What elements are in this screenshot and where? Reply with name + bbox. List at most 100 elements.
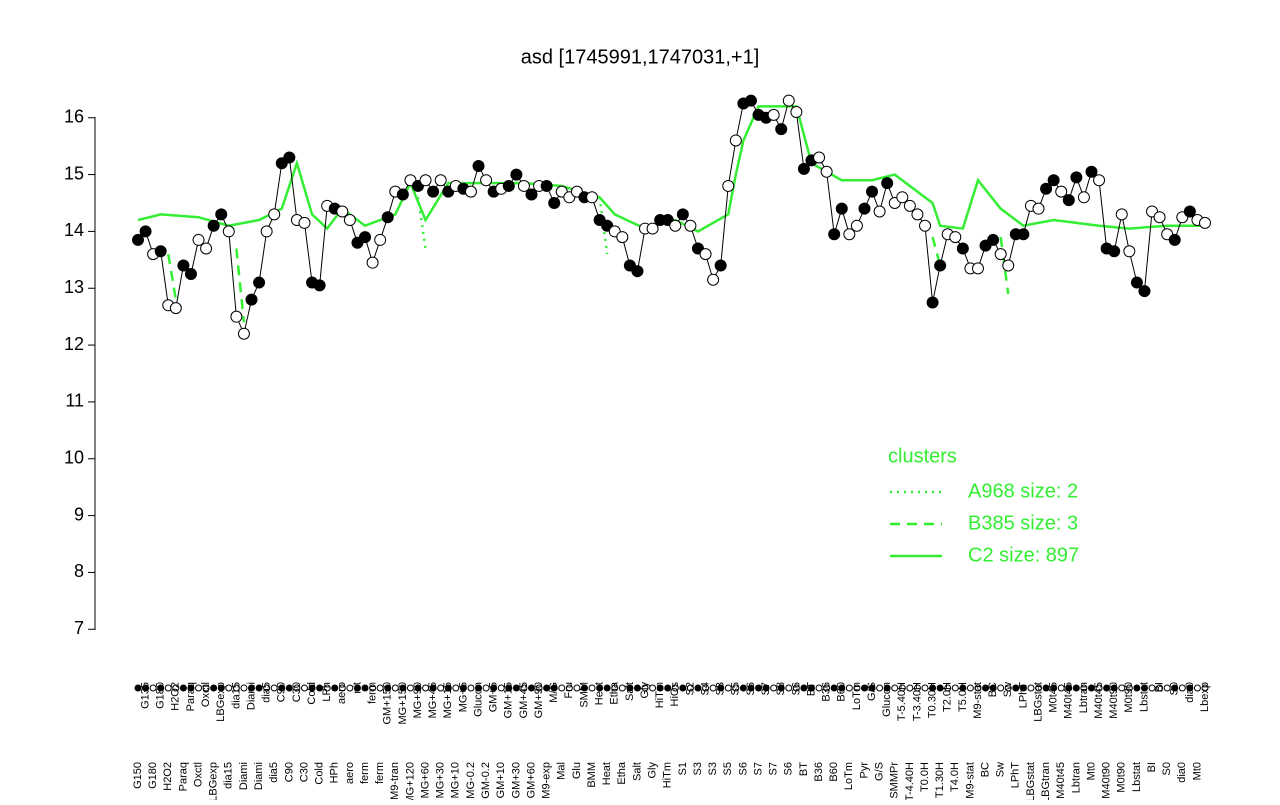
- x-tick: [641, 684, 649, 692]
- x-tick-label: MG+150: [397, 682, 409, 725]
- data-point: [1130, 276, 1143, 289]
- x-tick-label: BI: [1154, 682, 1166, 692]
- data-point: [714, 259, 727, 272]
- data-point: [313, 279, 326, 292]
- x-tick: [694, 684, 702, 692]
- x-tick: [1087, 684, 1095, 692]
- chart-title: asd [1745991,1747031,+1]: [521, 46, 760, 68]
- x-tick: [1140, 684, 1148, 692]
- legend-label: C2 size: 897: [968, 544, 1079, 566]
- x-tick: [1042, 684, 1050, 692]
- x-tick: [308, 684, 316, 692]
- x-tick-label: T2.0H: [942, 682, 954, 712]
- x-tick-label: M9-stat: [972, 682, 984, 719]
- data-point: [419, 174, 432, 187]
- x-tick-label: nit: [351, 682, 363, 694]
- x-tick-label: MG+5: [457, 682, 469, 712]
- x-tick: [944, 684, 952, 692]
- x-tick: [217, 684, 225, 692]
- x-tick: [1103, 684, 1111, 692]
- x-tick-label: S8: [775, 682, 787, 695]
- x-tick-label: B36: [821, 682, 833, 702]
- x-tick: [649, 684, 657, 692]
- data-point: [767, 108, 780, 121]
- x-tick: [830, 684, 838, 692]
- x-tick: [732, 684, 740, 692]
- x-tick-label: Mt0: [1085, 762, 1097, 780]
- x-tick: [807, 684, 815, 692]
- data-point: [994, 248, 1007, 261]
- x-tick: [444, 684, 452, 692]
- x-tick-label: Oxctl: [192, 762, 204, 787]
- x-tick-label: T1.30H: [934, 762, 946, 798]
- y-tick-label: 10: [64, 448, 84, 468]
- x-tick-label: aero: [344, 762, 356, 784]
- x-tick-label: Mt0: [1191, 762, 1203, 780]
- data-point: [1077, 191, 1090, 204]
- x-tick: [777, 684, 785, 692]
- x-tick-label: S7: [760, 682, 772, 695]
- x-tick-label: MG+15: [442, 682, 454, 718]
- x-tick: [876, 684, 884, 692]
- x-tick: [1035, 684, 1043, 692]
- x-tick-label: BC: [987, 682, 999, 697]
- x-tick-label: Lbtran: [1078, 682, 1090, 713]
- x-tick-label: aero: [336, 682, 348, 704]
- x-tick: [240, 684, 248, 692]
- x-tick: [376, 684, 384, 692]
- data-point: [744, 94, 757, 107]
- data-point: [200, 242, 213, 255]
- x-tick-label: LoTm: [843, 762, 855, 790]
- x-tick-label: S0: [1169, 682, 1181, 695]
- x-tick: [263, 684, 271, 692]
- x-tick-label: Paraq: [177, 762, 189, 791]
- x-tick: [452, 684, 460, 692]
- x-tick: [414, 684, 422, 692]
- x-tick-label: MG-0.2: [465, 762, 477, 799]
- x-tick-label: M0t90: [1116, 762, 1128, 793]
- x-tick: [1163, 684, 1171, 692]
- data-point: [154, 245, 167, 258]
- data-point: [427, 185, 440, 198]
- data-point: [1055, 185, 1068, 198]
- x-tick-label: Salt: [631, 762, 643, 781]
- x-tick-label: Sw: [995, 762, 1007, 777]
- x-tick-label: Etha: [616, 761, 628, 785]
- x-tick: [853, 684, 861, 692]
- x-tick-label: Diami: [245, 682, 257, 710]
- x-tick-label: H2O2: [162, 762, 174, 791]
- x-tick-label: T5.0H: [957, 682, 969, 712]
- x-tick: [331, 684, 339, 692]
- x-tick-label: ferm: [359, 762, 371, 784]
- x-tick-label: Heat: [601, 762, 613, 785]
- x-tick-label: T-5.40H: [896, 682, 908, 721]
- x-tick: [361, 684, 369, 692]
- x-tick-label: Diami: [238, 762, 250, 790]
- data-point: [381, 211, 394, 224]
- x-tick-label: MG+45: [427, 682, 439, 718]
- data-point: [283, 151, 296, 164]
- x-tick-label: M/G: [548, 682, 560, 703]
- x-tick: [929, 684, 937, 692]
- x-tick-label: B60: [836, 682, 848, 702]
- data-point: [434, 174, 447, 187]
- x-tick: [323, 684, 331, 692]
- x-tick-label: SMM: [578, 682, 590, 708]
- x-tick-label: M0t45: [1048, 682, 1060, 713]
- x-tick: [588, 684, 596, 692]
- x-tick: [406, 684, 414, 692]
- x-tick-label: G180: [155, 682, 167, 709]
- x-tick-label: S3: [692, 762, 704, 775]
- y-tick-label: 9: [74, 504, 84, 524]
- x-tick-label: M9-stat: [964, 762, 976, 799]
- x-tick: [913, 684, 921, 692]
- x-tick: [702, 684, 710, 692]
- x-tick-label: LPhT: [1017, 682, 1029, 709]
- data-point: [139, 225, 152, 238]
- y-tick-label: 8: [74, 561, 84, 581]
- x-tick: [505, 684, 513, 692]
- x-tick: [346, 684, 354, 692]
- x-tick: [959, 684, 967, 692]
- x-tick: [656, 684, 664, 692]
- x-tick: [210, 684, 218, 692]
